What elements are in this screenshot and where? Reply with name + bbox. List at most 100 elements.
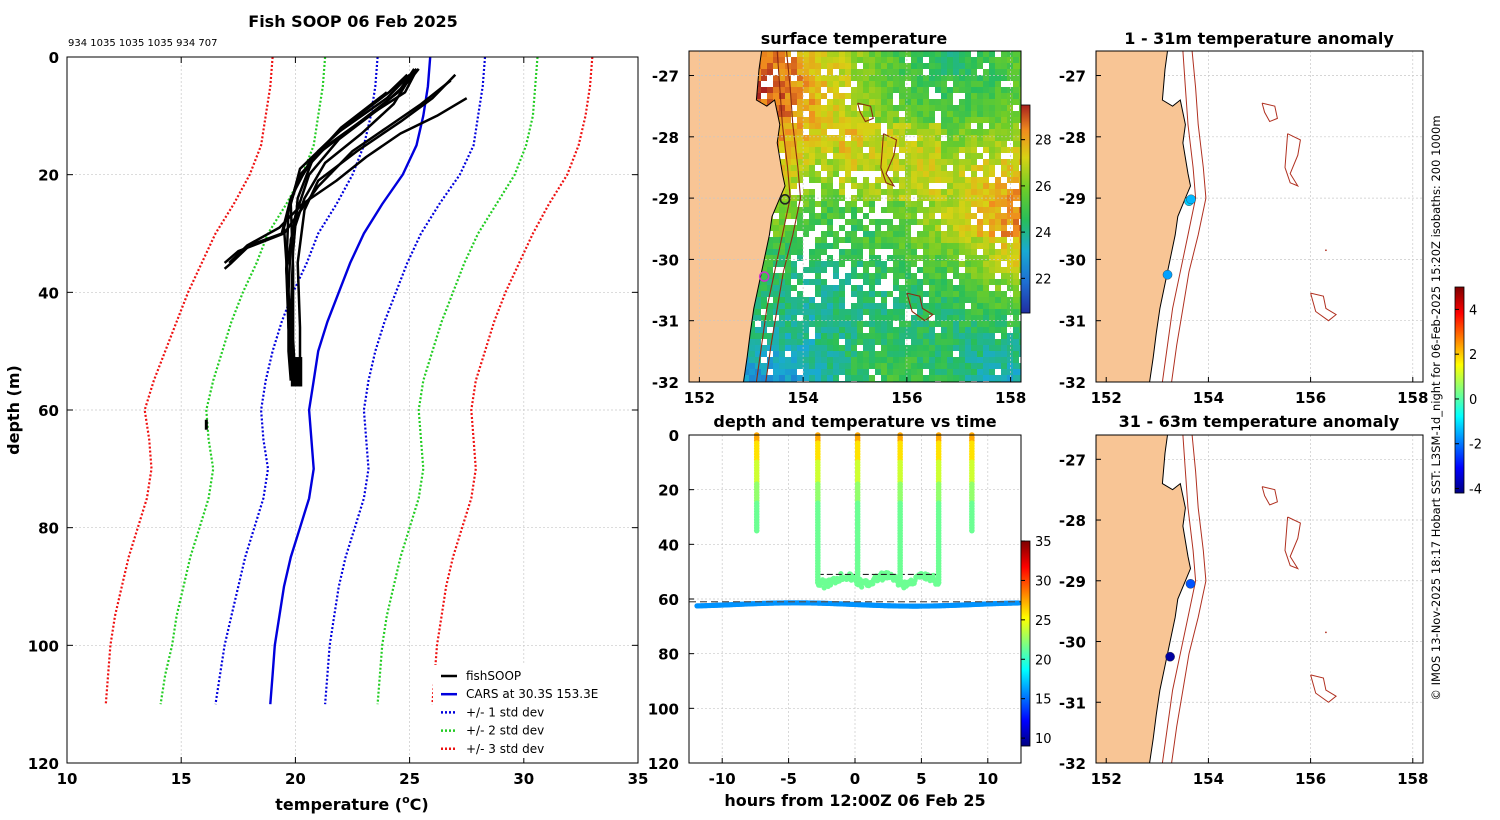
sst-cell (845, 105, 851, 111)
depth-time-colorbar-step (1021, 723, 1030, 725)
sst-cell (989, 333, 995, 339)
sst-cell (839, 237, 845, 243)
anomaly-colorbar-step (1455, 478, 1464, 480)
sst-cell (755, 297, 761, 303)
profile-xtick-label: 30 (513, 770, 534, 788)
sst-cell (899, 255, 905, 261)
sst-cell (995, 57, 1001, 63)
sst-cell (809, 75, 815, 81)
sst-cell (791, 285, 797, 291)
sst-cell (929, 129, 935, 135)
sst-colorbar-step (1021, 310, 1030, 312)
sst-cell (959, 279, 965, 285)
sst-cell (917, 159, 923, 165)
sst-cell (941, 243, 947, 249)
anomaly-shallow-title: 1 - 31m temperature anomaly (1124, 29, 1394, 48)
anomaly-colorbar-step (1455, 433, 1464, 435)
anomaly-colorbar-step (1455, 412, 1464, 414)
sst-cell (887, 171, 893, 177)
sst-cell (881, 57, 887, 63)
sst-cell (965, 369, 971, 375)
anomaly-colorbar-step (1455, 442, 1464, 444)
sst-cell (989, 111, 995, 117)
sst-cell (929, 51, 935, 57)
depth-time-colorbar-step (1021, 562, 1030, 564)
sst-cell (929, 123, 935, 129)
sst-cell (839, 219, 845, 225)
sst-cell (839, 243, 845, 249)
sst-cell (941, 201, 947, 207)
sst-cell (881, 99, 887, 105)
sst-cell (833, 303, 839, 309)
sst-cell (1019, 51, 1021, 57)
sst-cell (875, 327, 881, 333)
sst-cell (887, 99, 893, 105)
sst-cell (857, 267, 863, 273)
sst-cell (833, 159, 839, 165)
sst-cell (809, 267, 815, 273)
anomaly-colorbar-step (1455, 441, 1464, 443)
sst-cell (1001, 315, 1007, 321)
sst-cell (893, 207, 899, 213)
fishsoop-profile (285, 68, 420, 369)
sst-cell (935, 279, 941, 285)
depth-time-colorbar-step (1021, 726, 1030, 728)
sst-cell (833, 195, 839, 201)
sst-cell (809, 51, 815, 57)
sst-cell (791, 291, 797, 297)
sst-colorbar-step (1021, 222, 1030, 224)
sst-cell (935, 267, 941, 273)
sst-cell (761, 309, 767, 315)
sst-cell (959, 111, 965, 117)
sst-cell (899, 75, 905, 81)
sst-cell (821, 231, 827, 237)
sst-cell (809, 135, 815, 141)
anomaly-colorbar-step (1455, 324, 1464, 326)
sst-cell (1007, 135, 1013, 141)
sst-cell (983, 243, 989, 249)
depth-time-colorbar-step (1021, 612, 1030, 614)
sst-cell (965, 135, 971, 141)
sst-cell (965, 189, 971, 195)
sst-cell (1001, 243, 1007, 249)
sst-cell (827, 237, 833, 243)
sst-cell (1013, 183, 1019, 189)
depth-time-colorbar-step (1021, 707, 1030, 709)
anomaly-colorbar-step (1455, 384, 1464, 386)
sst-cell (911, 267, 917, 273)
sst-cell (779, 291, 785, 297)
depth-time-colorbar-step (1021, 666, 1030, 668)
sst-cell (779, 333, 785, 339)
sst-cell (983, 231, 989, 237)
sst-cell (917, 81, 923, 87)
sst-cell (857, 345, 863, 351)
sst-cell (881, 153, 887, 159)
sst-cell (887, 87, 893, 93)
sst-cell (923, 147, 929, 153)
sst-colorbar-step (1021, 212, 1030, 214)
sst-cell (1007, 117, 1013, 123)
sst-cell (947, 225, 953, 231)
sst-cell (941, 357, 947, 363)
sst-cell (773, 297, 779, 303)
depth-time-colorbar-step (1021, 710, 1030, 712)
sst-cell (965, 351, 971, 357)
sst-cell (1013, 171, 1019, 177)
sst-colorbar-step (1021, 305, 1030, 307)
sst-cell (833, 201, 839, 207)
sst-cell (827, 189, 833, 195)
fishsoop-bottom-cluster (290, 357, 303, 387)
sst-cell (989, 165, 995, 171)
sst-cell (905, 273, 911, 279)
sst-cell (779, 51, 785, 57)
anomaly-colorbar-step (1455, 427, 1464, 429)
sst-cell (881, 117, 887, 123)
sst-colorbar-step (1021, 230, 1030, 232)
sst-cell (827, 105, 833, 111)
depth-time-colorbar-step (1021, 592, 1030, 594)
sst-cell (977, 111, 983, 117)
sst-cell (935, 297, 941, 303)
sst-cell (881, 213, 887, 219)
sst-cell (1001, 63, 1007, 69)
sst-cell (1013, 117, 1019, 123)
